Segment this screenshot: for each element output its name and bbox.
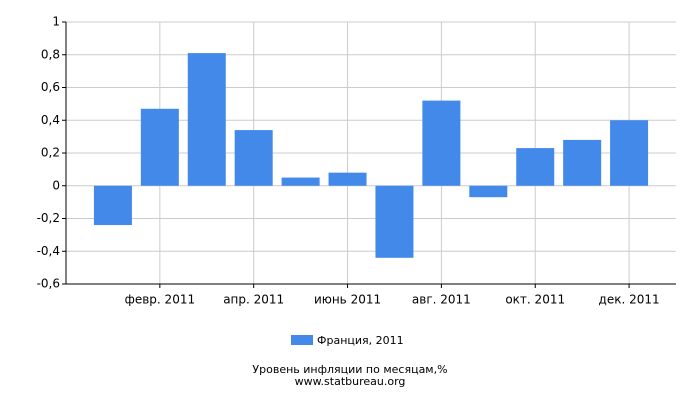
x-tick-label: окт. 2011 [505, 293, 565, 307]
chart-source: www.statbureau.org [295, 375, 406, 388]
bar [93, 185, 132, 226]
y-tick-label: 1 [52, 15, 60, 29]
bar [234, 130, 273, 186]
y-tick-label: 0,4 [41, 113, 60, 127]
bar [469, 185, 508, 198]
y-tick-label: -0,4 [37, 244, 60, 258]
x-tick-label: апр. 2011 [223, 293, 284, 307]
y-tick-label: 0,6 [41, 80, 60, 94]
bar [563, 139, 602, 186]
bar [281, 177, 320, 186]
y-tick-label: 0,2 [41, 146, 60, 160]
legend-swatch [291, 335, 313, 345]
bar [516, 148, 555, 186]
bar [140, 108, 179, 186]
y-tick-label: 0,8 [41, 47, 60, 61]
bar [422, 100, 461, 186]
x-tick-label: дек. 2011 [599, 293, 660, 307]
x-tick-label: июнь 2011 [314, 293, 381, 307]
y-tick-label: 0 [52, 178, 60, 192]
y-tick-label: -0,2 [37, 211, 60, 225]
bar [610, 120, 649, 186]
legend-label: Франция, 2011 [317, 334, 404, 347]
bar [328, 172, 367, 186]
chart-title: Уровень инфляции по месяцам,% [252, 363, 447, 376]
x-tick-label: авг. 2011 [412, 293, 471, 307]
bar [187, 53, 226, 186]
bar [375, 185, 414, 258]
x-tick-label: февр. 2011 [125, 293, 196, 307]
y-tick-label: -0,6 [37, 277, 60, 291]
